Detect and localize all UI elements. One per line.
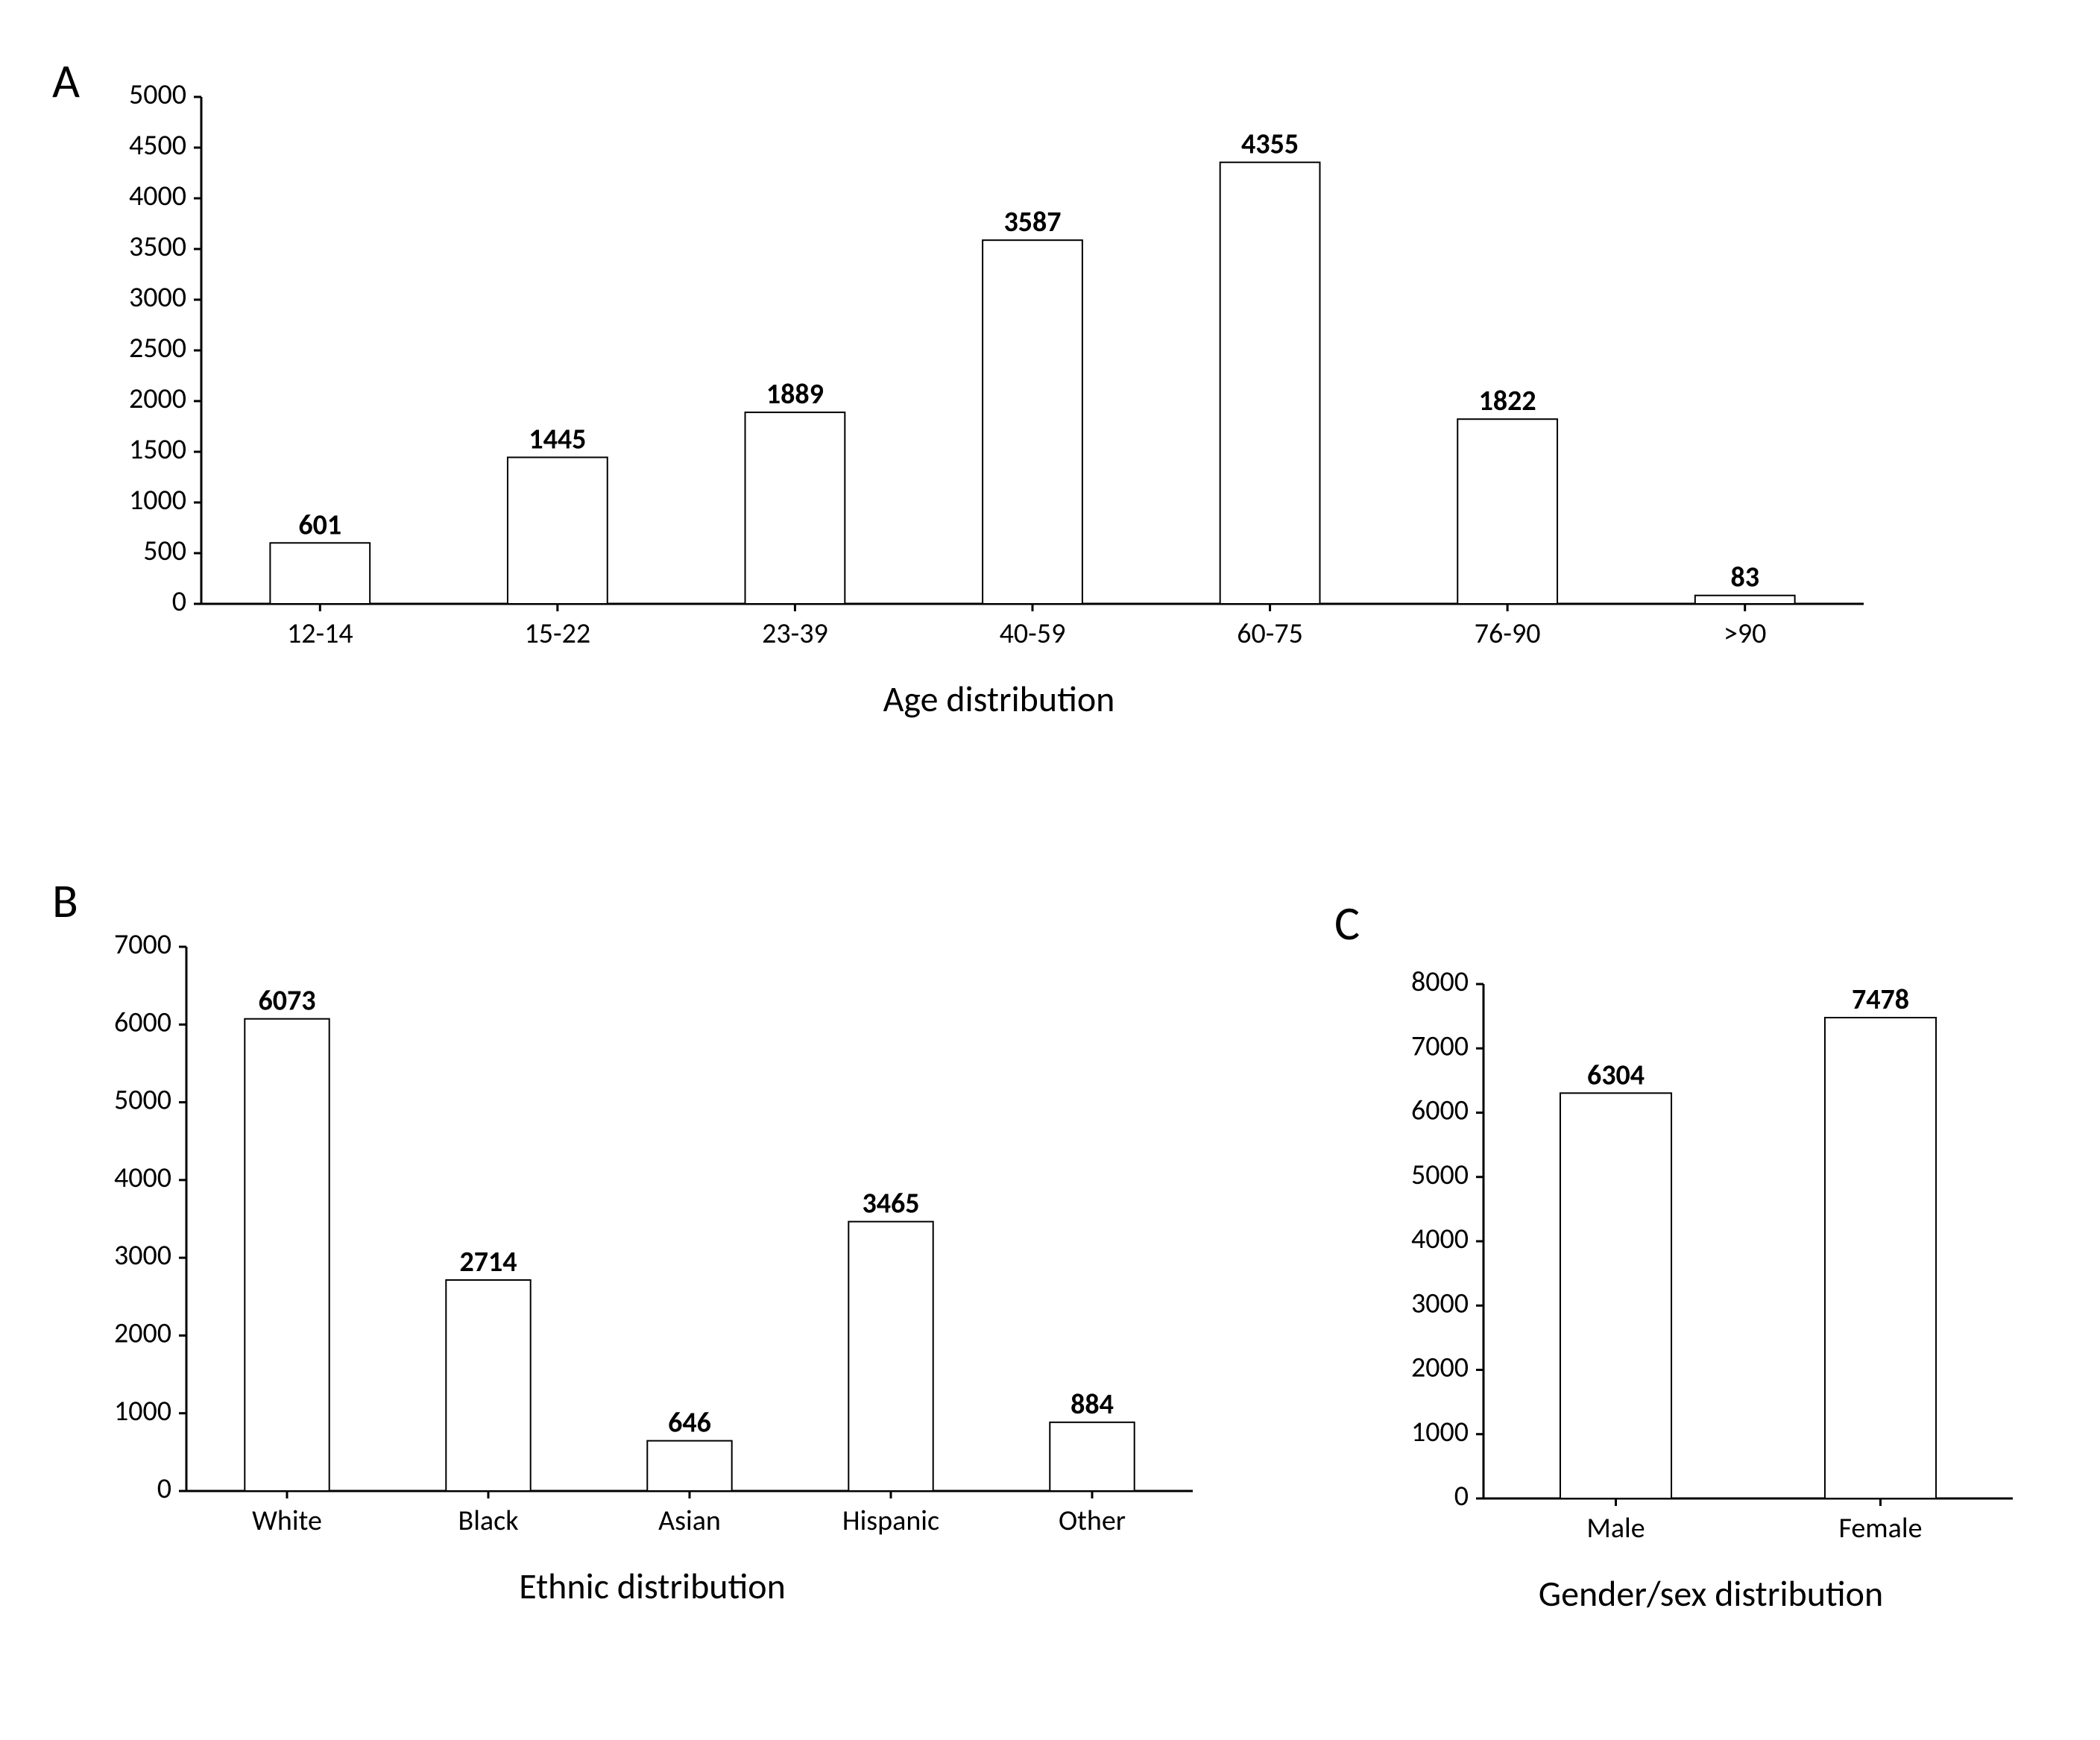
x-tick-label: >90 (1724, 617, 1766, 651)
y-tick-label: 5000 (114, 1083, 171, 1118)
x-tick-label: Asian (658, 1504, 721, 1538)
data-label: 1822 (1479, 384, 1536, 418)
axis-title: Age distribution (104, 677, 1894, 721)
bar (1220, 163, 1320, 604)
bar (1560, 1093, 1671, 1498)
y-tick-label: 5000 (1411, 1158, 1469, 1192)
y-tick-label: 2500 (129, 331, 186, 365)
bar (647, 1441, 731, 1491)
x-tick-label: Female (1839, 1511, 1923, 1545)
y-tick-label: 3000 (129, 280, 186, 315)
chart-b: 0 1000 2000 3000 4000 5000 6000 7000 6073 White 27… (89, 902, 1215, 1551)
x-tick-label: 76-90 (1475, 617, 1541, 651)
data-label: 3465 (862, 1187, 919, 1221)
y-tick-label: 3000 (1411, 1286, 1469, 1320)
x-tick-label: 60-75 (1237, 617, 1303, 651)
y-tick-label: 7000 (114, 927, 171, 962)
bar (270, 543, 370, 604)
x-tick-label: 12-14 (287, 617, 353, 651)
y-tick-label: 0 (1454, 1479, 1469, 1513)
data-label: 6304 (1587, 1058, 1645, 1092)
data-label: 2714 (459, 1245, 517, 1279)
data-label: 3587 (1003, 205, 1061, 239)
bar (508, 457, 608, 604)
bar (1825, 1018, 1936, 1498)
data-label: 884 (1071, 1387, 1114, 1422)
panel-c-label: C (1334, 895, 1360, 953)
chart-c: 0 1000 2000 3000 4000 5000 6000 7000 8000 6304 Mal… (1387, 939, 2035, 1558)
y-tick-label: 6000 (114, 1005, 171, 1039)
data-label: 646 (668, 1406, 711, 1440)
figure-container: A 0 500 1000 1500 2000 2500 3000 3500 4000 4500 50… (30, 30, 2070, 1710)
data-label: 1889 (766, 377, 824, 412)
y-tick-label: 1000 (129, 483, 186, 517)
y-tick-label: 1500 (129, 432, 186, 467)
bar (745, 412, 845, 604)
bar (983, 240, 1082, 604)
bar (1457, 419, 1557, 604)
bar (1050, 1422, 1134, 1491)
x-tick-label: 15-22 (525, 617, 591, 651)
y-tick-label: 2000 (1411, 1351, 1469, 1385)
panel-c: 0 1000 2000 3000 4000 5000 6000 7000 8000 6304 Mal… (1387, 939, 2035, 1616)
y-tick-label: 1000 (1411, 1415, 1469, 1449)
y-tick-label: 500 (143, 534, 186, 568)
y-tick-label: 2000 (129, 382, 186, 416)
y-tick-label: 4500 (129, 128, 186, 163)
y-tick-label: 6000 (1411, 1094, 1469, 1128)
panel-a-label: A (52, 52, 80, 110)
bar (848, 1222, 933, 1491)
y-tick-label: 0 (157, 1472, 171, 1506)
y-tick-label: 0 (172, 584, 186, 619)
y-tick-label: 7000 (1411, 1029, 1469, 1063)
y-tick-label: 4000 (114, 1161, 171, 1195)
x-tick-label: Male (1586, 1511, 1645, 1545)
data-label: 601 (298, 508, 341, 542)
y-tick-label: 4000 (1411, 1222, 1469, 1256)
y-tick-label: 3000 (114, 1238, 171, 1273)
bar (245, 1019, 329, 1491)
x-tick-label: Hispanic (842, 1504, 939, 1538)
data-label: 7478 (1852, 983, 1909, 1017)
bar (1695, 596, 1795, 604)
axis-title: Gender/sex distribution (1387, 1572, 2035, 1616)
x-tick-label: 23-39 (762, 617, 828, 651)
x-tick-label: White (252, 1504, 322, 1538)
data-label: 1445 (529, 422, 586, 456)
axis-title: Ethnic distribution (89, 1564, 1215, 1608)
x-tick-label: 40-59 (1000, 617, 1066, 651)
x-tick-label: Black (458, 1504, 519, 1538)
chart-a: 0 500 1000 1500 2000 2500 3000 3500 4000 4500 5000… (104, 52, 1894, 663)
x-tick-label: Other (1059, 1504, 1126, 1538)
y-tick-label: 1000 (114, 1394, 171, 1428)
data-label: 4355 (1241, 127, 1299, 162)
panel-a: 0 500 1000 1500 2000 2500 3000 3500 4000 4500 5000… (104, 52, 1894, 721)
y-tick-label: 8000 (1411, 965, 1469, 999)
panel-b: 0 1000 2000 3000 4000 5000 6000 7000 6073 White 27… (89, 902, 1215, 1608)
y-tick-label: 4000 (129, 179, 186, 213)
y-tick-label: 5000 (129, 78, 186, 112)
panel-b-label: B (52, 872, 78, 930)
bar (446, 1280, 530, 1491)
data-label: 83 (1730, 561, 1759, 595)
y-tick-label: 2000 (114, 1317, 171, 1351)
data-label: 6073 (258, 984, 315, 1018)
y-tick-label: 3500 (129, 230, 186, 264)
